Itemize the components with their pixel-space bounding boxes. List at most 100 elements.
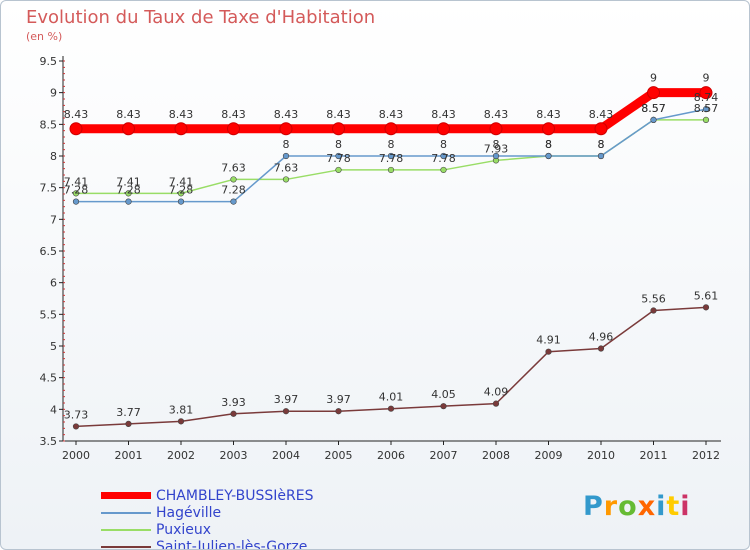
series-2-data-label: 7.41 (169, 175, 194, 188)
legend-label: Hagéville (156, 504, 222, 521)
series-1-data-label: 8 (388, 138, 395, 151)
series-2-data-label: 7.41 (64, 175, 89, 188)
series-0-point (279, 122, 293, 136)
series-3 (72, 304, 710, 430)
series-1-point (282, 152, 290, 160)
logo-letter: r (603, 491, 619, 522)
series-2-point (282, 176, 290, 183)
chart-title: Evolution du Taux de Taxe d'Habitation (26, 7, 376, 28)
series-2-data-label: 7.78 (379, 152, 404, 165)
series-3-data-label: 3.77 (116, 406, 141, 419)
series-0-point (227, 122, 240, 136)
series-3-point (335, 408, 342, 415)
x-tick-label: 2007 (430, 449, 458, 462)
series-1-data-label: 8.74 (694, 91, 719, 104)
series-3-data-label: 5.61 (694, 289, 719, 302)
series-3-data-label: 4.01 (379, 391, 404, 404)
series-0-data-label: 8.43 (326, 108, 351, 121)
series-0-point (542, 122, 555, 136)
series-3-point (597, 345, 605, 352)
y-tick-label: 4 (50, 403, 57, 416)
logo-letter: o (618, 491, 638, 522)
series-2-point (387, 166, 395, 174)
series-3-point (72, 423, 80, 430)
series-2-point (177, 190, 185, 197)
x-tick-label: 2001 (115, 449, 143, 462)
series-0-point (489, 122, 503, 136)
series-0-data-label: 8.43 (64, 108, 89, 121)
series-2-data-label: 7.93 (484, 142, 509, 155)
series-3-data-label: 3.73 (64, 408, 89, 421)
series-3-point (282, 408, 290, 415)
series-1-data-label: 8 (598, 138, 605, 151)
series-2-point (72, 190, 80, 197)
series-1-point (545, 152, 552, 160)
series-0-point (437, 122, 450, 136)
series-1-point (335, 152, 342, 160)
series-2-point (230, 176, 237, 183)
series-1 (72, 106, 710, 205)
series-0-point (174, 122, 188, 136)
series-1-data-label: 8 (440, 138, 447, 151)
logo-letter: i (656, 491, 667, 522)
series-0-data-label: 8.43 (274, 108, 299, 121)
series-3-data-label: 3.97 (274, 393, 299, 406)
series-1-point (492, 152, 500, 160)
series-0-data-label: 8.43 (169, 108, 194, 121)
series-1-data-label: 7.28 (169, 184, 194, 197)
series-0-point (332, 122, 345, 136)
series-1-point (125, 198, 132, 205)
logo-letter: x (637, 491, 657, 522)
x-tick-label: 2010 (587, 449, 615, 462)
series-1-data-label: 8 (545, 138, 552, 151)
series-1-point (650, 116, 657, 123)
x-tick-label: 2004 (272, 449, 300, 462)
series-2-data-label: 8.57 (641, 102, 666, 115)
series-0-point (69, 122, 83, 136)
series-layer (69, 86, 713, 430)
logo-letter: i (680, 491, 691, 522)
chart-subtitle: (en %) (26, 30, 63, 43)
series-2-point (440, 166, 447, 174)
series-0-point (384, 122, 398, 136)
legend-item: CHAMBLEY-BUSSIèRES (101, 487, 313, 504)
series-2-point (335, 166, 342, 174)
series-1-point (230, 198, 237, 205)
y-tick-label: 9.5 (40, 55, 58, 68)
series-2-data-label: 8 (545, 138, 552, 151)
legend-label: CHAMBLEY-BUSSIèRES (156, 487, 314, 504)
y-tick-label: 5 (50, 340, 57, 353)
series-3-point (387, 405, 395, 412)
series-2-point (702, 116, 710, 123)
series-1-data-label: 8 (335, 138, 342, 151)
y-tick-label: 6 (50, 277, 57, 290)
series-0-data-label: 8.43 (431, 108, 456, 121)
series-0-data-label: 8.43 (116, 108, 141, 121)
series-2-data-label: 7.41 (116, 175, 141, 188)
logo-letter: P (583, 491, 604, 522)
series-0-data-label: 8.43 (379, 108, 404, 121)
series-1-data-label: 8.57 (641, 102, 666, 115)
series-3-point (177, 418, 185, 425)
series-0-point (122, 122, 135, 136)
series-1-data-label: 7.28 (64, 184, 89, 197)
series-0-data-label: 8.43 (536, 108, 561, 121)
series-0-point (699, 86, 713, 100)
series-3-data-label: 5.56 (641, 293, 666, 306)
x-tick-label: 2006 (377, 449, 405, 462)
y-tick-label: 8 (50, 150, 57, 163)
series-1-data-label: 7.28 (221, 184, 246, 197)
x-tick-label: 2003 (220, 449, 248, 462)
series-3-data-label: 3.97 (326, 393, 351, 406)
series-0 (69, 86, 713, 136)
series-1-point (387, 152, 395, 160)
legend-swatch (101, 545, 151, 548)
y-tick-label: 3.5 (40, 435, 58, 448)
y-tick-label: 7.5 (40, 182, 58, 195)
x-tick-label: 2000 (62, 449, 90, 462)
series-2-data-label: 7.78 (431, 152, 456, 165)
series-2-data-label: 7.63 (221, 161, 246, 174)
